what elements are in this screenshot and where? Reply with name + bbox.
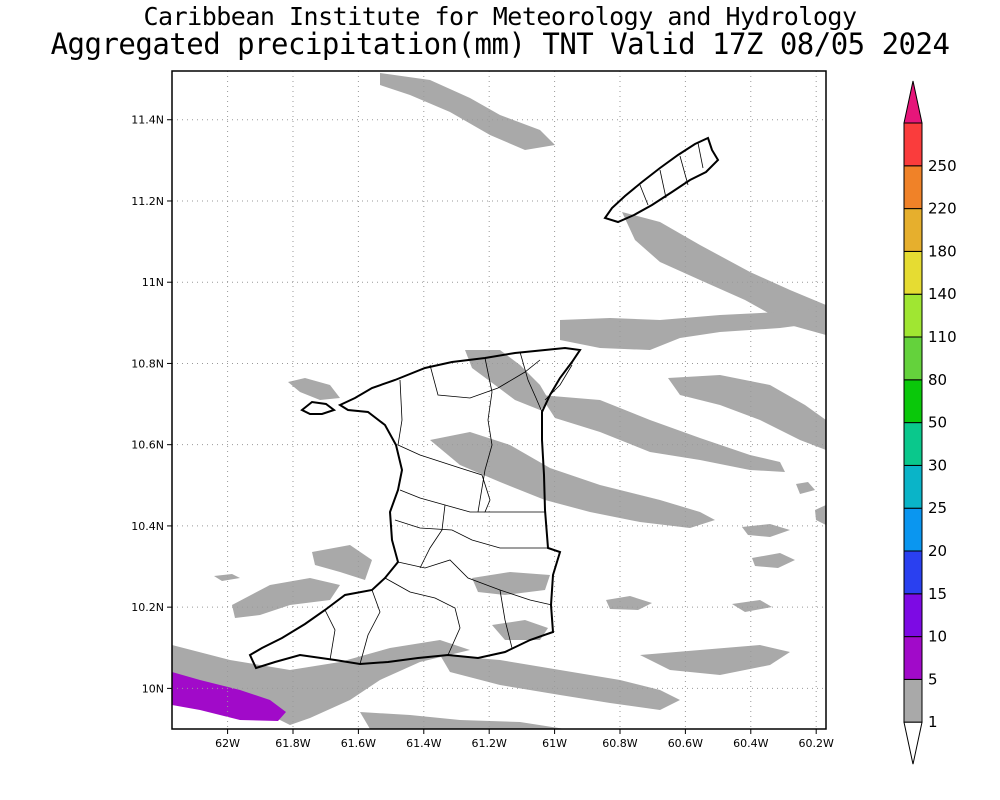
colorbar-label: 50 bbox=[928, 414, 947, 432]
lon-tick-label: 60.8W bbox=[602, 737, 637, 750]
lon-tick-label: 62W bbox=[215, 737, 240, 750]
colorbar-label: 140 bbox=[928, 285, 957, 303]
rain-band bbox=[288, 378, 340, 400]
rain-band bbox=[440, 655, 680, 710]
boundary-line bbox=[659, 169, 667, 199]
rain-band bbox=[815, 505, 826, 525]
graticule bbox=[172, 71, 826, 729]
lon-tick-label: 61.2W bbox=[472, 737, 507, 750]
map-frame bbox=[171, 70, 827, 730]
boundary-line bbox=[429, 359, 541, 399]
rain-band bbox=[752, 553, 795, 568]
colorbar-segment bbox=[903, 507, 923, 552]
colorbar-segment bbox=[903, 636, 923, 680]
tobago-outline bbox=[603, 136, 720, 224]
precipitation-shading bbox=[172, 73, 826, 729]
colorbar-under-triangle bbox=[903, 721, 923, 765]
title-line-2: Aggregated precipitation(mm) TNT Valid 1… bbox=[50, 27, 950, 61]
lat-tick-label: 10.2N bbox=[131, 601, 164, 614]
boundary-line bbox=[394, 519, 548, 549]
rain-band bbox=[640, 645, 790, 675]
colorbar-label: 180 bbox=[928, 242, 957, 260]
coastline bbox=[248, 136, 720, 670]
rain-band bbox=[606, 596, 652, 610]
lon-tick-label: 60.2W bbox=[799, 737, 834, 750]
rain-band bbox=[312, 545, 372, 580]
lat-tick-label: 10N bbox=[142, 682, 164, 695]
boundary-line bbox=[544, 364, 573, 401]
boundary-line bbox=[477, 357, 493, 513]
colorbar-label: 1 bbox=[928, 713, 938, 731]
rain-band bbox=[430, 432, 715, 528]
lat-tick-label: 10.8N bbox=[131, 357, 164, 370]
rain-band bbox=[380, 73, 555, 150]
lat-tick-label: 11N bbox=[142, 276, 164, 289]
trinidad-outline bbox=[248, 346, 582, 670]
colorbar-segment bbox=[903, 165, 923, 210]
colorbar-label: 220 bbox=[928, 200, 957, 218]
boundary-line bbox=[399, 489, 485, 513]
colorbar-segment bbox=[903, 422, 923, 466]
colorbar-label: 250 bbox=[928, 157, 957, 175]
boundary-line bbox=[697, 142, 704, 169]
colorbar-segment bbox=[903, 678, 923, 723]
boundary-line bbox=[384, 577, 461, 656]
boundary-line bbox=[499, 589, 513, 649]
colorbar-segment bbox=[903, 550, 923, 595]
colorbar-label: 10 bbox=[928, 628, 947, 646]
lon-tick-label: 60.6W bbox=[668, 737, 703, 750]
lon-tick-label: 61.8W bbox=[275, 737, 310, 750]
colorbar-label: 110 bbox=[928, 328, 957, 346]
rain-band bbox=[540, 395, 785, 472]
colorbar-segment bbox=[903, 293, 923, 338]
lat-tick-label: 11.4N bbox=[131, 114, 164, 127]
rain-band bbox=[668, 375, 826, 450]
colorbar-segment bbox=[903, 122, 923, 167]
boundary-line bbox=[679, 155, 689, 186]
rain-band bbox=[622, 212, 826, 335]
lon-tick-label: 61.6W bbox=[341, 737, 376, 750]
rain-band bbox=[796, 482, 815, 494]
boundary-line bbox=[419, 504, 446, 569]
colorbar-over-triangle bbox=[903, 80, 923, 124]
boundary-line bbox=[519, 351, 543, 413]
colorbar-label: 80 bbox=[928, 371, 947, 389]
colorbar-segment bbox=[903, 336, 923, 381]
lat-tick-label: 10.6N bbox=[131, 439, 164, 452]
rain-band bbox=[732, 600, 772, 612]
rain-band bbox=[742, 524, 790, 537]
colorbar-segment bbox=[903, 593, 923, 638]
rain-band bbox=[214, 574, 240, 581]
rain-core bbox=[172, 672, 286, 721]
colorbar-segment bbox=[903, 379, 923, 424]
boundary-line bbox=[397, 559, 553, 606]
colorbar-label: 25 bbox=[928, 499, 947, 517]
rain-band bbox=[472, 572, 550, 595]
colorbar-label: 20 bbox=[928, 542, 947, 560]
regional-boundaries bbox=[324, 142, 704, 665]
boundary-line bbox=[359, 589, 381, 665]
boundary-line bbox=[324, 609, 336, 661]
boundary-line bbox=[397, 379, 545, 513]
axis-ticks: 62W 61.8W 61.6W 61.4W 61.2W 61W 60.8W 60.6W 60.4… bbox=[131, 114, 834, 750]
lat-tick-label: 11.2N bbox=[131, 195, 164, 208]
colorbar-segment bbox=[903, 208, 923, 252]
colorbar-label: 15 bbox=[928, 585, 947, 603]
lat-tick-label: 10.4N bbox=[131, 520, 164, 533]
lon-tick-label: 60.4W bbox=[733, 737, 768, 750]
colorbar-segment bbox=[903, 464, 923, 509]
rain-band bbox=[560, 308, 826, 350]
colorbar-segment bbox=[903, 250, 923, 295]
lon-tick-label: 61W bbox=[542, 737, 567, 750]
title-line-1: Caribbean Institute for Meteorology and … bbox=[143, 2, 857, 31]
trinidad-nw-peninsula bbox=[300, 400, 337, 415]
boundary-line bbox=[639, 184, 649, 206]
colorbar-label: 5 bbox=[928, 670, 938, 688]
rain-band bbox=[360, 712, 565, 729]
rain-band bbox=[232, 578, 340, 618]
lon-tick-label: 61.4W bbox=[406, 737, 441, 750]
colorbar-label: 30 bbox=[928, 456, 947, 474]
